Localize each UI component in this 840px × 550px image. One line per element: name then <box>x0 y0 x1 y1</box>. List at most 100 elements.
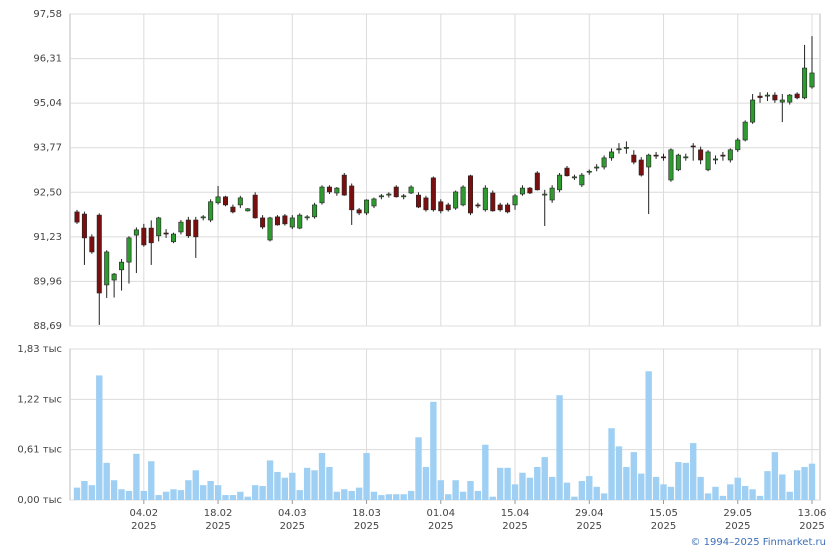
volume-bar <box>786 491 793 500</box>
x-tick-label: 18.03 <box>352 508 381 519</box>
volume-bar <box>437 480 444 500</box>
candle-body <box>646 154 652 168</box>
volume-bar <box>170 489 177 500</box>
volume-bar <box>741 485 749 500</box>
volume-bar <box>615 446 623 500</box>
volume-bar <box>652 476 660 500</box>
volume-bar <box>81 481 88 500</box>
candle-body <box>185 219 191 237</box>
candle-body <box>497 204 503 211</box>
volume-bar <box>318 452 326 500</box>
candle-body <box>683 156 689 159</box>
candle-body <box>720 154 726 157</box>
volume-bar <box>660 484 667 500</box>
candle-body <box>764 94 770 97</box>
candle-body <box>156 217 162 237</box>
volume-bar <box>482 444 489 500</box>
x-tick-label: 18.02 <box>204 508 233 519</box>
candle-body <box>787 94 793 103</box>
volume-bar <box>445 494 452 500</box>
candle-body <box>742 121 748 141</box>
candle-body <box>423 197 429 211</box>
volume-bar <box>207 481 214 500</box>
volume-bar <box>697 476 704 500</box>
candle-body <box>371 198 377 207</box>
candle-body <box>750 99 756 123</box>
volume-bar <box>393 494 400 500</box>
x-tick-label: 04.03 <box>278 508 307 519</box>
candle-body <box>571 176 577 179</box>
volume-bar <box>200 485 207 500</box>
volume-bar <box>600 493 608 500</box>
volume-bar <box>630 452 638 500</box>
candle-body <box>534 172 540 191</box>
x-tick-year: 2025 <box>651 521 676 532</box>
candle-body <box>794 93 800 99</box>
volume-bar <box>623 466 630 500</box>
candle-body <box>557 174 563 191</box>
volume-bar <box>274 471 281 500</box>
volume-bar <box>779 474 786 500</box>
volume-bar <box>682 462 689 500</box>
volume-bar <box>281 477 289 500</box>
volume-bar <box>237 491 244 500</box>
candle-body <box>119 261 125 271</box>
volume-tick-label: 0,61 тыс <box>17 445 62 456</box>
candle-body <box>81 213 87 239</box>
candle-body <box>690 145 696 148</box>
candle-body <box>267 217 273 241</box>
x-tick-year: 2025 <box>205 521 230 532</box>
candle-body <box>735 139 741 151</box>
y-tick-label: 88,69 <box>33 321 62 332</box>
y-tick-label: 89,96 <box>33 276 62 287</box>
x-tick-label: 13.06 <box>798 508 827 519</box>
volume-bar <box>489 496 496 500</box>
volume-bar <box>756 495 764 500</box>
volume-bar <box>534 466 541 500</box>
volume-bar <box>764 471 771 500</box>
candle-body <box>623 147 629 149</box>
candle-body <box>675 154 681 171</box>
candle-body <box>237 197 243 206</box>
candle-body <box>757 95 763 98</box>
volume-bar <box>734 477 741 500</box>
candle-body <box>215 196 221 204</box>
candle-body <box>289 217 295 228</box>
candle-body <box>304 216 310 219</box>
volume-bar <box>266 460 274 500</box>
volume-bar <box>378 495 385 500</box>
x-tick-year: 2025 <box>502 521 527 532</box>
footer: © 1994–2025 Finmarket.ru <box>690 537 826 548</box>
candle-body <box>326 186 332 193</box>
volume-bar <box>667 486 675 500</box>
volume-bar <box>370 491 378 500</box>
volume-bar <box>675 462 682 500</box>
candle-body <box>386 193 392 196</box>
volume-bar <box>474 490 482 500</box>
candle-body <box>141 227 147 246</box>
candle-body <box>74 211 80 223</box>
volume-bar <box>229 495 237 500</box>
volume-bar <box>422 466 430 500</box>
volume-bar <box>571 496 578 500</box>
volume-bar <box>251 485 259 500</box>
volume-bar <box>407 490 415 500</box>
volume-bar <box>541 457 548 500</box>
candle-body <box>712 158 718 161</box>
y-tick-label: 91,23 <box>33 232 62 243</box>
volume-tick-label: 0,00 тыс <box>17 495 62 506</box>
candle-body <box>393 186 399 198</box>
volume-bar <box>363 452 370 500</box>
candle-body <box>527 187 533 194</box>
volume-bar <box>385 494 393 500</box>
candle-body <box>460 186 466 206</box>
volume-bar <box>341 489 348 500</box>
candle-body <box>445 204 451 211</box>
x-tick-year: 2025 <box>354 521 379 532</box>
candle-body <box>252 194 258 219</box>
x-tick-label: 29.05 <box>723 508 752 519</box>
volume-bar <box>415 437 422 500</box>
candle-body <box>519 187 525 195</box>
candle-body <box>609 151 615 159</box>
candle-body <box>282 215 288 225</box>
